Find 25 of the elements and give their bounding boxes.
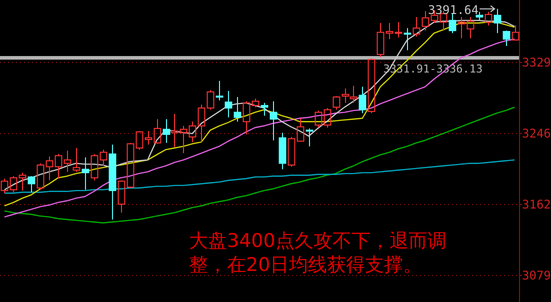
- candlestick: [386, 22, 394, 40]
- annotation: 3391.64: [428, 2, 479, 17]
- annotation: 大盘3400点久攻不下，退而调整，在20日均线获得支撑。: [189, 229, 448, 277]
- candlestick: [466, 16, 474, 39]
- y-tick-label: 3246: [522, 126, 551, 140]
- candlestick: [162, 118, 170, 144]
- y-tick-label: 3329: [522, 56, 551, 70]
- candlestick: [108, 144, 116, 220]
- candlestick: [458, 16, 466, 39]
- y-tick-label: 3162: [522, 198, 551, 212]
- candlestick: [100, 149, 108, 166]
- candlestick: [188, 121, 196, 143]
- candlestick: [270, 100, 278, 141]
- candlestick: [170, 113, 178, 148]
- candlestick: [64, 150, 72, 172]
- candlestick: [404, 28, 412, 51]
- candlestick: [342, 88, 350, 104]
- y-tick-label: 3079: [522, 268, 551, 282]
- candlestick: [494, 8, 502, 34]
- candlestick: [224, 90, 232, 118]
- candlestick: [46, 156, 54, 181]
- candlestick: [144, 130, 152, 146]
- candlestick: [278, 132, 286, 170]
- annotation: 3391.64: [428, 2, 496, 17]
- candlestick: [350, 85, 358, 104]
